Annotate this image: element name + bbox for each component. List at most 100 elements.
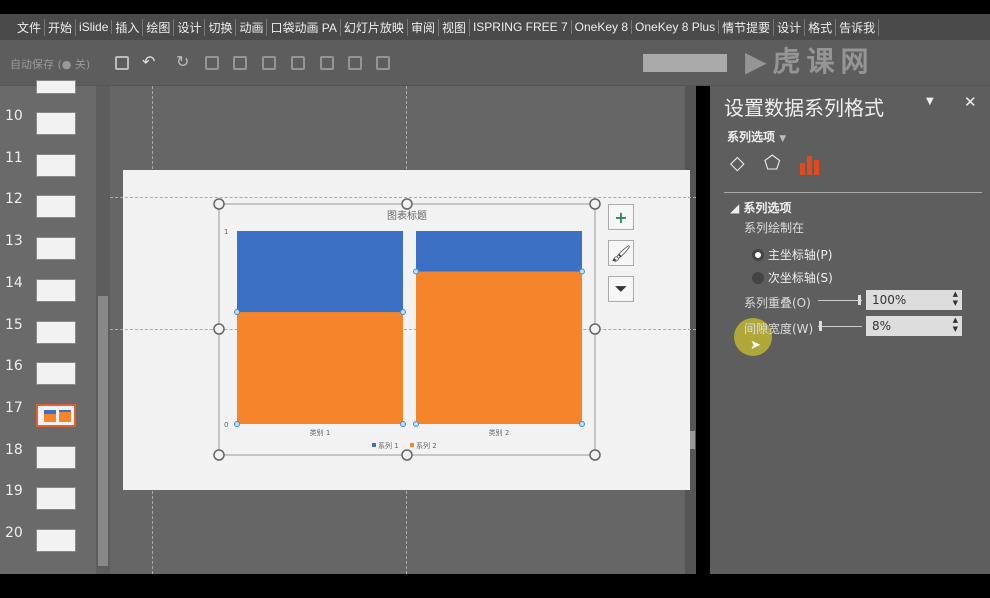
resize-handle	[213, 198, 225, 210]
selection-point	[400, 309, 406, 316]
ribbon-tab[interactable]: OneKey 8 Plus	[632, 20, 720, 34]
ribbon-tab[interactable]: OneKey 8	[572, 20, 633, 34]
selection-point	[400, 421, 406, 427]
fill-line-icon[interactable]: ◇	[730, 152, 745, 174]
ribbon-tab[interactable]: 情节提要	[719, 18, 775, 36]
options-dropdown[interactable]: 系列选项 ▼	[727, 130, 787, 144]
ribbon-tab[interactable]: 审阅	[408, 18, 439, 36]
slide-thumbnail[interactable]	[36, 153, 76, 177]
primary-axis-radio[interactable]: 主坐标轴(P)	[752, 246, 832, 263]
chart-elements-button[interactable]: +	[608, 204, 634, 230]
legend-swatch[interactable]	[410, 443, 414, 447]
slide-number: 11	[5, 149, 23, 166]
ribbon-tabs: 文件 开始 iSlide 插入 绘图 设计 切换 动画 口袋动画 PA 幻灯片放映 审阅 视图 ISPR…	[0, 14, 990, 40]
legend-swatch[interactable]	[372, 443, 376, 447]
ribbon-tab[interactable]: 口袋动画 PA	[267, 18, 341, 36]
overlap-slider-thumb[interactable]	[858, 295, 861, 305]
save-icon[interactable]	[115, 56, 129, 70]
ribbon-tab[interactable]: 绘图	[143, 18, 175, 36]
ribbon-tab[interactable]: 告诉我	[836, 18, 880, 36]
slide-number: 17	[5, 399, 23, 416]
ribbon-tab[interactable]: 文件	[14, 18, 46, 36]
watermark-logo: ▶虎课网	[745, 45, 875, 78]
chart-filters-button[interactable]: ⏷	[608, 276, 634, 302]
bring-front-icon[interactable]	[262, 56, 276, 70]
gap-width-slider-thumb[interactable]	[819, 321, 822, 331]
pane-title: 设置数据系列格式	[724, 96, 884, 120]
status-bar	[0, 574, 990, 598]
slide-thumbnail[interactable]	[36, 362, 76, 386]
slide-thumbnail[interactable]	[36, 403, 76, 427]
redo-icon[interactable]: ↻	[176, 52, 190, 71]
font-select[interactable]	[643, 54, 727, 72]
overlap-spinner[interactable]: 100% ▲ ▼	[866, 290, 962, 310]
legend-entry: 系列 1	[378, 441, 399, 450]
ribbon-tab[interactable]: 幻灯片放映	[341, 18, 408, 36]
align-icon[interactable]	[376, 56, 390, 70]
y-tick-label: 0	[224, 421, 228, 429]
ungroup-icon[interactable]	[348, 56, 362, 70]
x-tick-label: 类别 2	[489, 428, 510, 437]
resize-handle	[213, 449, 225, 461]
ribbon-tab[interactable]: 视图	[439, 18, 470, 36]
selection-point	[413, 268, 419, 275]
cursor-highlight	[734, 318, 772, 356]
mouse-cursor-icon: ➤	[750, 338, 761, 353]
bring-forward-icon[interactable]	[205, 56, 219, 70]
autosave-toggle[interactable]: 自动保存 (● 关)	[10, 58, 91, 71]
effects-icon[interactable]: ⬠	[764, 152, 781, 174]
close-icon[interactable]: ✕	[964, 93, 977, 111]
divider	[724, 192, 982, 193]
ribbon-tab[interactable]: ISPRING FREE 7	[470, 20, 572, 34]
chart-styles-button[interactable]: 🖌	[608, 240, 634, 266]
gap-width-slider[interactable]	[818, 326, 862, 327]
ribbon-tab[interactable]: 动画	[236, 18, 268, 36]
overlap-slider[interactable]	[818, 300, 862, 301]
slide-thumbnail[interactable]	[36, 278, 76, 302]
ribbon-tab[interactable]: iSlide	[76, 20, 113, 34]
bar-2-1[interactable]	[237, 312, 403, 424]
scrollbar-thumb[interactable]	[98, 296, 108, 566]
canvas-scrollbar[interactable]	[685, 86, 696, 574]
pane-options-icon[interactable]: ▼	[926, 96, 934, 107]
guide-line	[110, 197, 696, 198]
ribbon-tab[interactable]: 开始	[45, 18, 77, 36]
gap-width-spinner[interactable]: 8% ▲ ▼	[866, 316, 962, 336]
resize-handle	[589, 449, 601, 461]
scrollbar-thumb[interactable]	[686, 431, 695, 449]
section-header[interactable]: ◢ 系列选项	[730, 201, 792, 215]
bar-2-2[interactable]	[416, 271, 582, 424]
slide-thumbnail[interactable]	[36, 237, 76, 261]
group-icon[interactable]	[320, 56, 334, 70]
resize-handle	[589, 198, 601, 210]
undo-icon[interactable]: ↶	[142, 52, 156, 71]
slide-thumbnail[interactable]	[36, 529, 76, 552]
ribbon-tab[interactable]: 插入	[112, 18, 144, 36]
selection-point	[579, 421, 585, 427]
series-options-icon[interactable]	[798, 154, 822, 176]
thumbnail-scrollbar[interactable]	[96, 86, 110, 574]
ribbon-tab[interactable]: 格式	[805, 18, 837, 36]
send-backward-icon[interactable]	[233, 56, 247, 70]
slide-thumbnail[interactable]	[36, 487, 76, 511]
legend-entry: 系列 2	[416, 441, 437, 450]
slide-thumbnail[interactable]	[36, 445, 76, 469]
slide-thumbnail[interactable]	[36, 112, 76, 135]
plot-on-label: 系列绘制在	[744, 221, 805, 235]
ribbon-tab[interactable]: 设计	[174, 18, 206, 36]
slide-thumbnail[interactable]	[36, 320, 76, 344]
slide-thumbnail[interactable]	[36, 195, 76, 219]
send-back-icon[interactable]	[291, 56, 305, 70]
secondary-axis-radio[interactable]: 次坐标轴(S)	[752, 269, 833, 286]
ribbon-tab[interactable]: 切换	[205, 18, 237, 36]
resize-handle	[589, 323, 601, 335]
resize-handle	[401, 449, 413, 461]
quick-access-toolbar: 自动保存 (● 关) ↶ ↻ ▶虎课网	[0, 40, 990, 86]
ribbon-tab[interactable]: 设计	[774, 18, 806, 36]
selection-point	[579, 268, 585, 275]
slide-number: 19	[5, 483, 23, 500]
y-tick-label: 1	[224, 228, 228, 236]
gap-width-label: 间隙宽度(W)	[744, 322, 814, 336]
slide-thumbnail[interactable]	[36, 80, 76, 94]
